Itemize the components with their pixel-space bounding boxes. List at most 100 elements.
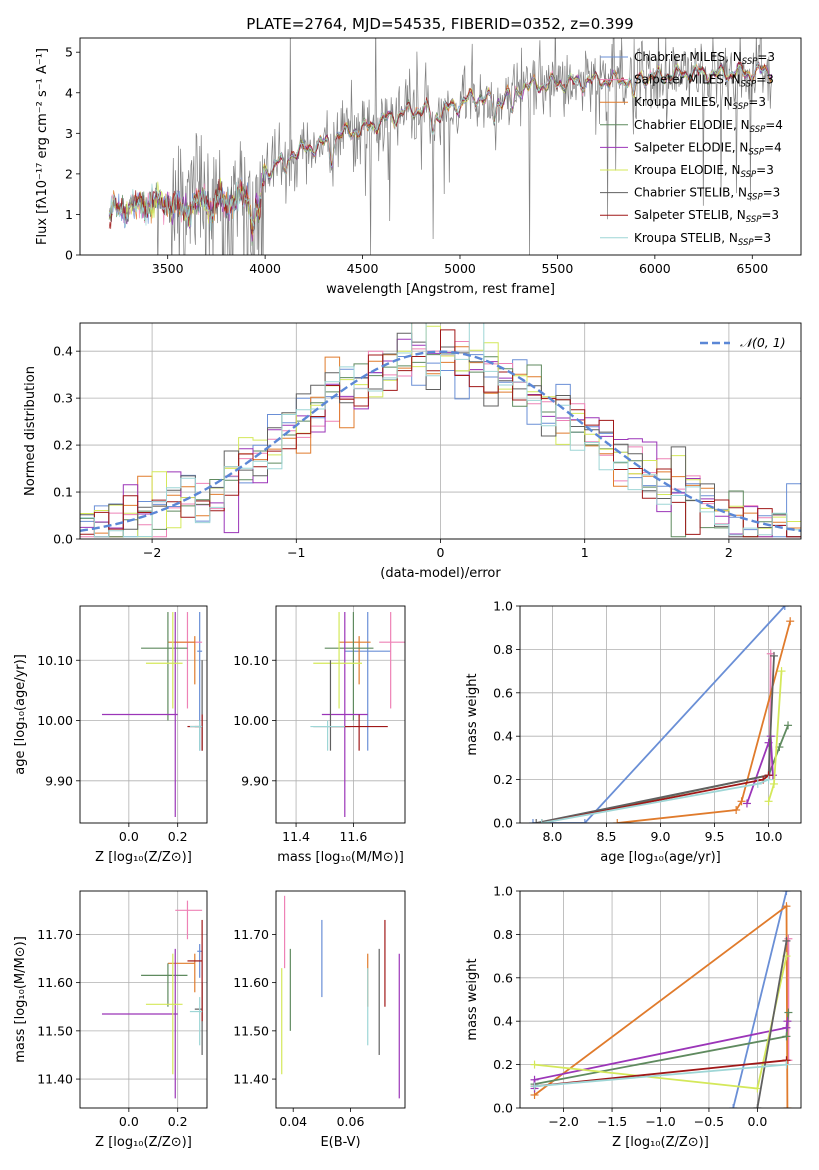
age_vs_Z-frame [79, 605, 208, 824]
y-tick-label: 0.8 [493, 642, 513, 657]
y-tick-label: 11.40 [233, 1072, 269, 1087]
x-tick-label: −1.5 [597, 1114, 627, 1129]
x-tick-label: 11.6 [339, 829, 367, 844]
y-tick-label: 0.4 [493, 729, 513, 744]
mass-weight-line [756, 940, 788, 1108]
mass-weight-line [617, 620, 792, 823]
y-tick-label: 0.0 [493, 1101, 513, 1116]
x-tick-label: 8.0 [542, 829, 562, 844]
x-tick-label: 0.0 [119, 1114, 139, 1129]
x-tick-label: 9.0 [651, 829, 671, 844]
y-tick-label: 3 [65, 126, 73, 141]
legend-label: Kroupa MILES, NSSP=3 [634, 95, 766, 112]
spectrum-plot-area [108, 38, 773, 255]
y-tick-label: 0.4 [53, 344, 73, 359]
y-tick-label: 0.2 [493, 772, 513, 787]
x-tick-label: 0.06 [337, 1114, 365, 1129]
spectrum-model-line [108, 62, 773, 231]
y-tick-label: 0.4 [493, 1014, 513, 1029]
x-axis-label: Z [log₁₀(Z/Z⊙)] [95, 1135, 192, 1150]
residuals-axes: −2 −1 0 1 2 0.0 0.1 0.2 0.3 0.4 [53, 323, 801, 560]
legend-label: Chabrier MILES, NSSP=3 [634, 50, 775, 67]
y-tick-label: 1 [65, 207, 73, 222]
age_vs_mass-plot-area [310, 612, 405, 817]
x-axis-label: E(B-V) [320, 1135, 360, 1150]
mass_vs_ebv-axes: 0.04 0.06 11.40 11.50 11.60 11.70 [233, 927, 364, 1129]
x-tick-label: 8.5 [597, 829, 617, 844]
x-axis-label: wavelength [Angstrom, rest frame] [326, 282, 555, 297]
mass_vs_Z-frame [79, 890, 208, 1109]
x-tick-label: 0.0 [747, 1114, 767, 1129]
mass_vs_Z-axes: 0.0 0.2 11.40 11.50 11.60 11.70 [37, 891, 207, 1129]
gaussian-curve [80, 350, 801, 532]
spectrum-data-line [108, 38, 773, 255]
y-tick-label: 0.6 [493, 685, 513, 700]
age_vs_mass-axes: 11.4 11.6 9.90 10.00 10.10 [233, 606, 405, 844]
spectrum-frame [79, 37, 802, 256]
y-tick-label: 10.10 [233, 653, 269, 668]
residuals-plot-area [80, 323, 801, 538]
x-tick-label: 1 [581, 545, 589, 560]
y-tick-label: 0.0 [493, 816, 513, 831]
y-axis-label: Normed distribution [23, 366, 38, 496]
y-tick-label: 4 [65, 85, 73, 100]
y-tick-label: 1.0 [493, 884, 513, 899]
y-tick-label: 0.0 [53, 532, 73, 547]
y-axis-label: mass [log₁₀(M/M⊙)] [13, 936, 28, 1063]
x-tick-label: 2 [725, 545, 733, 560]
x-axis-label: Z [log₁₀(Z/Z⊙)] [95, 850, 192, 865]
x-axis-label: age [log₁₀(age/yr)] [600, 850, 721, 865]
histogram-step-line [80, 332, 801, 538]
residuals-frame [79, 322, 802, 540]
y-tick-label: 10.10 [37, 653, 73, 668]
y-tick-label: 11.50 [37, 1023, 73, 1038]
y-tick-label: 9.90 [241, 773, 269, 788]
x-tick-label: 0.04 [279, 1114, 307, 1129]
x-tick-label: −1 [287, 545, 305, 560]
y-tick-label: 9.90 [45, 773, 73, 788]
mass_vs_ebv-frame [275, 890, 406, 1109]
y-tick-label: 1.0 [493, 599, 513, 614]
x-tick-label: 3500 [152, 261, 184, 276]
y-axis-label: mass weight [465, 958, 480, 1040]
y-tick-label: 0 [65, 248, 73, 263]
y-tick-label: 11.60 [37, 975, 73, 990]
legend-label: Kroupa ELODIE, NSSP=3 [634, 163, 774, 180]
legend-label: Salpeter MILES, NSSP=3 [634, 73, 774, 90]
x-tick-label: −2 [143, 545, 161, 560]
x-tick-label: 4500 [347, 261, 379, 276]
mass-weight-line [533, 606, 786, 823]
x-tick-label: −2.0 [548, 1114, 578, 1129]
legend-label: Chabrier STELIB, NSSP=3 [634, 186, 780, 203]
x-tick-label: 0.2 [168, 829, 188, 844]
x-tick-label: 6000 [639, 261, 671, 276]
y-tick-label: 5 [65, 45, 73, 60]
mass_vs_Z-plot-area [101, 900, 203, 1099]
legend-label: Kroupa STELIB, NSSP=3 [634, 231, 771, 248]
y-tick-label: 11.50 [233, 1023, 269, 1038]
mass-weight-line [534, 1063, 787, 1088]
y-axis-label: mass weight [465, 673, 480, 755]
y-axis-label: Flux [fλ10⁻¹⁷ erg cm⁻² s⁻¹ A⁻¹] [35, 48, 50, 245]
x-tick-label: 4000 [249, 261, 281, 276]
y-tick-label: 10.00 [37, 713, 73, 728]
y-tick-label: 2 [65, 166, 73, 181]
age_vs_Z-plot-area [101, 612, 203, 817]
massweight_vs_age-frame [519, 605, 802, 824]
spectrum-model-line [108, 61, 773, 235]
x-tick-label: 5500 [542, 261, 574, 276]
y-tick-label: 11.70 [37, 927, 73, 942]
massweight_vs_Z-frame [519, 890, 802, 1109]
figure-title: PLATE=2764, MJD=54535, FIBERID=0352, z=0… [246, 15, 633, 33]
mass_vs_ebv-plot-area [281, 895, 400, 1099]
histogram-step-line [80, 323, 801, 538]
y-tick-label: 11.40 [37, 1072, 73, 1087]
y-tick-label: 0.6 [493, 970, 513, 985]
mass-weight-line [732, 891, 788, 1108]
x-axis-label: (data-model)/error [380, 566, 501, 581]
y-tick-label: 0.3 [53, 391, 73, 406]
y-tick-label: 0.2 [493, 1057, 513, 1072]
legend-label: Salpeter ELODIE, NSSP=4 [634, 140, 782, 157]
age_vs_mass-frame [275, 605, 406, 824]
